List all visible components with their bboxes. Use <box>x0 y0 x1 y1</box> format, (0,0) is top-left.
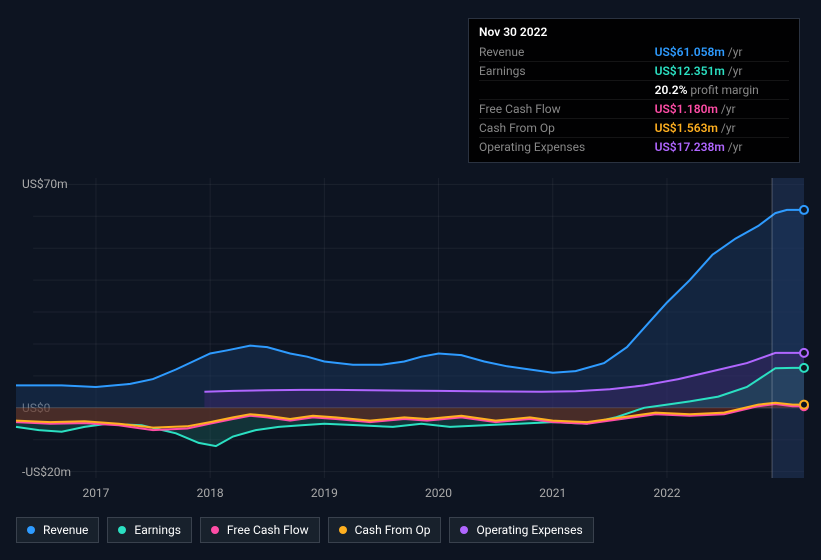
tooltip-row-label: Earnings <box>479 62 655 81</box>
legend-item-operating-expenses[interactable]: Operating Expenses <box>449 517 593 543</box>
tooltip-row-label: Free Cash Flow <box>479 100 655 119</box>
legend-dot-icon <box>211 526 219 534</box>
legend-label: Free Cash Flow <box>227 523 309 537</box>
tooltip-row-value: US$61.058m /yr <box>655 43 789 62</box>
legend-dot-icon <box>339 526 347 534</box>
tooltip-table: Revenue US$61.058m /yrEarnings US$12.351… <box>479 43 789 156</box>
x-tick-label: 2018 <box>197 486 224 500</box>
tooltip-row-value: US$17.238m /yr <box>655 138 789 157</box>
chart-tooltip: Nov 30 2022 Revenue US$61.058m /yrEarnin… <box>468 18 800 163</box>
legend-label: Operating Expenses <box>476 523 582 537</box>
x-tick-label: 2021 <box>539 486 566 500</box>
legend-label: Revenue <box>43 523 88 537</box>
legend-dot-icon <box>460 526 468 534</box>
x-tick-label: 2020 <box>425 486 452 500</box>
legend-label: Cash From Op <box>355 523 431 537</box>
tooltip-row-value: US$12.351m /yr <box>655 62 789 81</box>
x-tick-label: 2022 <box>653 486 680 500</box>
legend-item-revenue[interactable]: Revenue <box>16 517 99 543</box>
x-tick-label: 2017 <box>82 486 109 500</box>
tooltip-row-value: US$1.180m /yr <box>655 100 789 119</box>
chart-plot-area[interactable] <box>16 178 804 478</box>
legend-item-cash-from-op[interactable]: Cash From Op <box>328 517 442 543</box>
end-marker-cash-from-op <box>800 401 808 409</box>
tooltip-row-label: Cash From Op <box>479 119 655 138</box>
financial-chart: Nov 30 2022 Revenue US$61.058m /yrEarnin… <box>0 0 821 560</box>
legend-item-free-cash-flow[interactable]: Free Cash Flow <box>200 517 320 543</box>
legend-dot-icon <box>118 526 126 534</box>
end-marker-earnings <box>800 364 808 372</box>
end-marker-revenue <box>800 206 808 214</box>
tooltip-row-label: Operating Expenses <box>479 138 655 157</box>
tooltip-row-label: Revenue <box>479 43 655 62</box>
tooltip-date: Nov 30 2022 <box>479 25 789 39</box>
end-marker-operating-expenses <box>800 349 808 357</box>
tooltip-row-value: US$1.563m /yr <box>655 119 789 138</box>
legend-item-earnings[interactable]: Earnings <box>107 517 192 543</box>
legend-label: Earnings <box>134 523 181 537</box>
chart-legend: Revenue Earnings Free Cash Flow Cash From O… <box>16 517 594 543</box>
legend-dot-icon <box>27 526 35 534</box>
tooltip-row-sub: 20.2% profit margin <box>655 81 789 100</box>
x-tick-label: 2019 <box>311 486 338 500</box>
